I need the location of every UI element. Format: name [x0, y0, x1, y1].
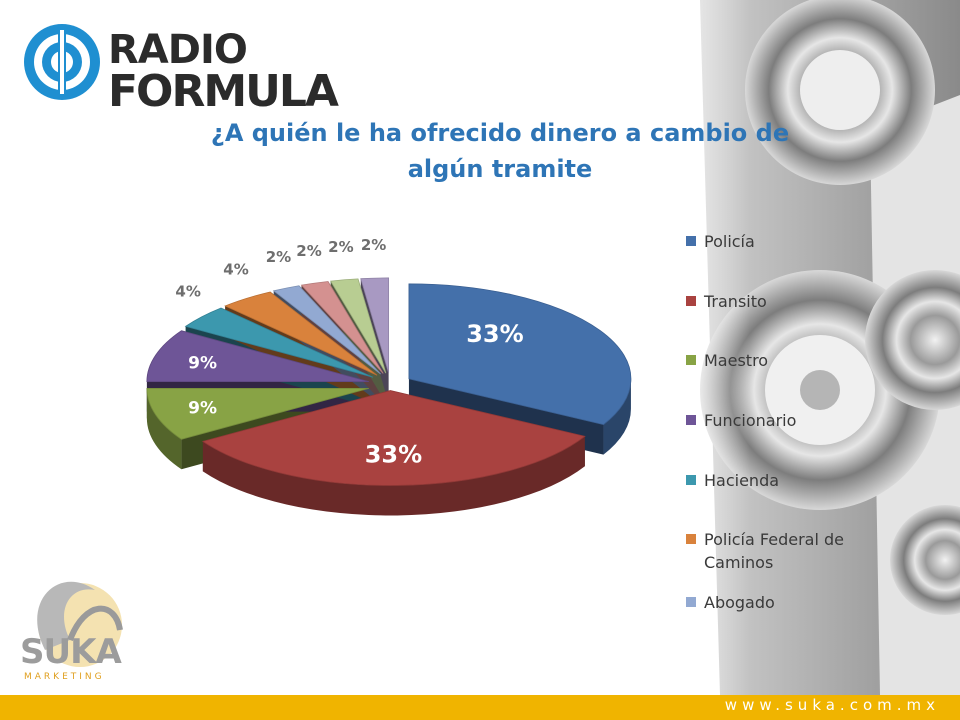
pie-slice-6 [224, 291, 378, 376]
legend-item: Abogado [686, 591, 886, 614]
legend-swatch [686, 597, 696, 607]
footer-url[interactable]: www.suka.com.mx [724, 696, 940, 714]
pie-data-label-4: 9% [188, 354, 217, 374]
pie-slice-1 [408, 283, 632, 426]
pie-data-label-9: 2% [328, 238, 353, 256]
pie-slice-8 [300, 281, 384, 374]
pie-data-labels: 33% 33% 9% 9% 4% 4% 2% 2% 2% 2% [175, 236, 523, 469]
footer-bar [0, 695, 960, 720]
legend-item: Hacienda [686, 469, 886, 492]
chart-title-line1: ¿A quién le ha ofrecido dinero a cambio … [210, 119, 790, 147]
pie-slice-side-3 [146, 388, 182, 470]
legend-swatch [686, 355, 696, 365]
radio-formula-logo [24, 24, 100, 100]
suka-name: SUKA [20, 632, 122, 672]
legend-label: Maestro [704, 351, 769, 370]
legend-item: Policía Federal de Caminos [686, 528, 886, 574]
legend-swatch [686, 415, 696, 425]
pie-data-label-6: 4% [223, 261, 248, 279]
legend-swatch [686, 475, 696, 485]
pie-data-label-8: 2% [296, 242, 321, 260]
pie-slice-2 [201, 390, 586, 486]
legend-label: Policía Federal de Caminos [704, 530, 844, 572]
pie-slice-3 [146, 387, 369, 440]
radio-formula-wordmark: RADIO FORMULA [108, 27, 339, 117]
legend-label: Abogado [704, 593, 775, 612]
pie-slice-side-1 [603, 378, 631, 455]
legend-label: Policía [704, 232, 755, 251]
legend-swatch [686, 236, 696, 246]
pie-slice-side-2 [202, 436, 585, 516]
pie-slice-7 [272, 285, 381, 375]
suka-logo-mark [37, 581, 123, 667]
chart-title-line2: algún tramite [407, 155, 593, 183]
pie-slice-5 [184, 307, 374, 378]
pie-slice-9 [330, 278, 387, 374]
brand-line1: RADIO [108, 27, 248, 73]
suka-sub: MARKETING [24, 672, 105, 682]
legend-swatch [686, 296, 696, 306]
legend-item: Maestro [686, 349, 886, 372]
pie-data-label-1: 33% [466, 320, 523, 348]
legend-item: Transito [686, 290, 886, 313]
pie-data-label-10: 2% [361, 236, 386, 254]
pie-tops [146, 277, 632, 486]
brand-line2: FORMULA [108, 66, 339, 117]
speaker-decoration [640, 0, 960, 695]
pie-slice-10 [360, 277, 390, 374]
legend-swatch [686, 534, 696, 544]
legend-label: Transito [704, 292, 767, 311]
pie-data-label-7: 2% [266, 248, 291, 266]
legend-item: Policía [686, 230, 886, 253]
legend-label: Funcionario [704, 411, 797, 430]
legend-label: Hacienda [704, 471, 780, 490]
pie-data-label-2: 33% [365, 441, 422, 469]
pie-slice-4 [146, 330, 369, 383]
chart-title: ¿A quién le ha ofrecido dinero a cambio … [150, 115, 850, 187]
legend-item: Funcionario [686, 409, 886, 432]
pie-data-label-5: 4% [175, 283, 200, 301]
pie-data-label-3: 9% [188, 398, 217, 418]
